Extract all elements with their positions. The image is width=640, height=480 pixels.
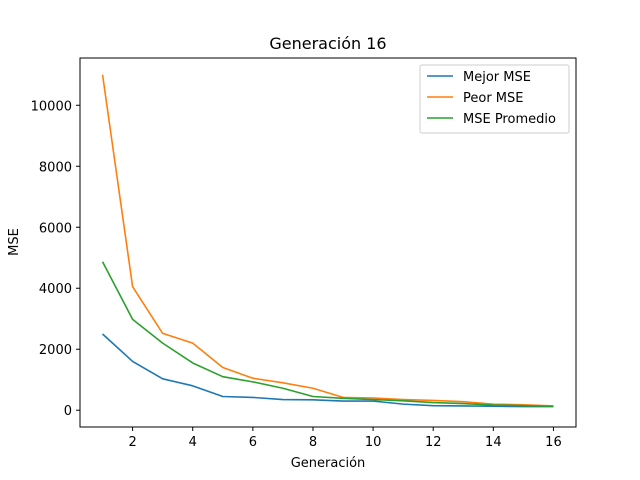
legend-label: MSE Promedio bbox=[463, 112, 556, 127]
x-axis-label: Generación bbox=[291, 456, 366, 471]
x-tick-label: 8 bbox=[309, 435, 317, 450]
legend-label: Peor MSE bbox=[463, 91, 524, 106]
x-tick-label: 4 bbox=[189, 435, 197, 450]
x-tick-label: 2 bbox=[128, 435, 136, 450]
legend: Mejor MSE Peor MSE MSE Promedio bbox=[419, 64, 570, 134]
legend-label: Mejor MSE bbox=[463, 70, 531, 85]
y-tick-label: 0 bbox=[64, 404, 72, 419]
y-axis: 0 2000 4000 6000 8000 10000 bbox=[31, 99, 80, 419]
chart-title: Generación 16 bbox=[269, 34, 386, 53]
y-tick-label: 4000 bbox=[39, 282, 72, 297]
series-line-mse-promedio bbox=[101, 261, 554, 408]
series-line-peor-mse bbox=[101, 74, 554, 407]
series-layer bbox=[101, 74, 554, 408]
x-tick-label: 6 bbox=[249, 435, 257, 450]
x-tick-label: 12 bbox=[425, 435, 442, 450]
plot-frame bbox=[79, 57, 577, 428]
y-tick-label: 6000 bbox=[39, 221, 72, 236]
y-axis-label: MSE bbox=[7, 228, 22, 256]
x-tick-label: 10 bbox=[365, 435, 382, 450]
y-tick-label: 8000 bbox=[39, 160, 72, 175]
x-tick-label: 14 bbox=[485, 435, 502, 450]
x-axis: 2 4 6 8 10 12 14 16 bbox=[128, 427, 562, 450]
x-tick-label: 16 bbox=[545, 435, 562, 450]
legend-box bbox=[419, 64, 570, 134]
y-tick-label: 2000 bbox=[39, 343, 72, 358]
series-line-mejor-mse bbox=[102, 333, 554, 408]
y-tick-label: 10000 bbox=[31, 99, 72, 114]
